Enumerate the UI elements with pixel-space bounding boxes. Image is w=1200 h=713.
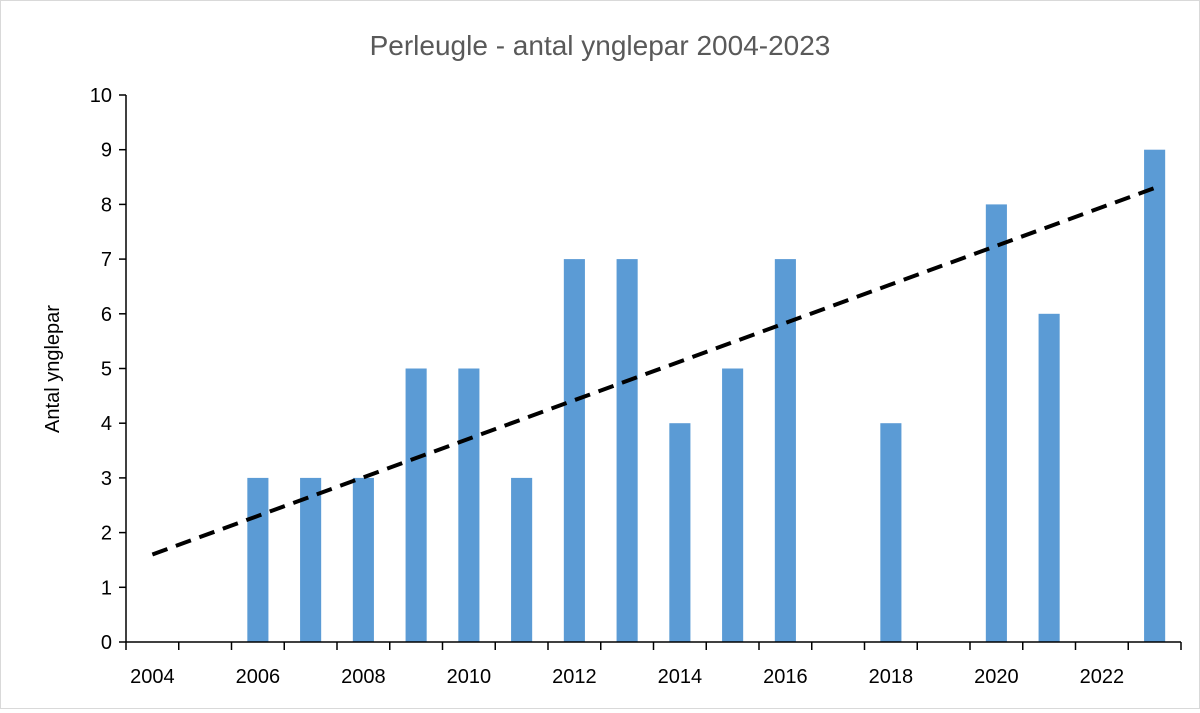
- x-ticks-group: 2004 2006 2008 2010 2012 2014 2016 2018 2020 2022: [125, 642, 1182, 688]
- bar-2013: [616, 259, 638, 642]
- bar-2010: [458, 368, 480, 642]
- chart-title: Perleugle - antal ynglepar 2004-2023: [370, 30, 831, 61]
- bars-group: [247, 149, 1166, 642]
- y-tick-label: 0: [101, 632, 112, 654]
- y-tick-label: 2: [101, 523, 112, 545]
- y-tick-label: 6: [101, 304, 112, 326]
- x-tick-label: 2006: [236, 666, 281, 688]
- y-tick-label: 3: [101, 468, 112, 490]
- bar-2012: [563, 259, 585, 642]
- bar-2014: [669, 423, 691, 642]
- bar-2023: [1144, 149, 1166, 642]
- y-axis-label: Antal ynglepar: [42, 305, 64, 433]
- x-tick-label: 2016: [763, 666, 808, 688]
- x-tick-label: 2022: [1080, 666, 1125, 688]
- y-tick-label: 4: [101, 413, 112, 435]
- axes-group: [125, 95, 1181, 643]
- y-ticks-group: 0 1 2 3 4 5 6 7 8 9 10: [90, 85, 126, 654]
- trendline-group: [151, 186, 1156, 557]
- bar-2009: [405, 368, 427, 642]
- x-tick-label: 2008: [341, 666, 386, 688]
- bar-2020: [985, 204, 1007, 642]
- bar-2015: [722, 368, 744, 642]
- y-tick-label: 10: [90, 85, 112, 107]
- y-tick-label: 5: [101, 359, 112, 381]
- x-tick-label: 2004: [130, 666, 175, 688]
- x-tick-label: 2020: [974, 666, 1019, 688]
- bar-2021: [1038, 313, 1060, 642]
- x-tick-label: 2010: [447, 666, 492, 688]
- x-tick-label: 2018: [869, 666, 914, 688]
- bar-2007: [300, 477, 322, 642]
- x-tick-label: 2014: [658, 666, 703, 688]
- trendline: [151, 186, 1156, 557]
- bar-2016: [774, 259, 796, 642]
- bar-2008: [352, 477, 374, 642]
- y-tick-label: 7: [101, 249, 112, 271]
- bar-2018: [880, 423, 902, 642]
- y-tick-label: 1: [101, 577, 112, 599]
- bar-2011: [511, 477, 533, 642]
- y-tick-label: 8: [101, 194, 112, 216]
- y-tick-label: 9: [101, 140, 112, 162]
- x-tick-label: 2012: [552, 666, 597, 688]
- bar-2006: [247, 477, 269, 642]
